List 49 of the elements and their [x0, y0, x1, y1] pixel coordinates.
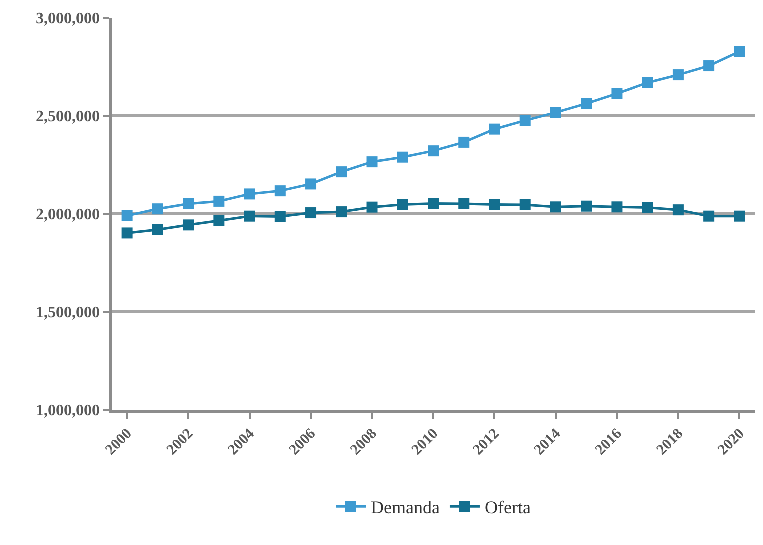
point — [581, 200, 592, 212]
point — [122, 228, 133, 239]
point — [183, 220, 194, 231]
point — [306, 208, 317, 219]
legend-label: Oferta — [484, 498, 531, 518]
point — [520, 199, 531, 210]
legend-label: Demanda — [371, 498, 440, 518]
point — [152, 224, 164, 236]
y-tick-label: 1,500,000 — [36, 304, 100, 322]
y-tick-label: 2,000,000 — [36, 206, 100, 224]
point — [428, 146, 439, 157]
point — [612, 88, 623, 100]
point — [214, 196, 225, 207]
point — [704, 210, 715, 222]
y-tick-label: 3,000,000 — [36, 10, 100, 28]
point — [214, 215, 225, 226]
point — [642, 77, 654, 88]
point — [397, 199, 408, 210]
point — [366, 202, 378, 213]
point — [274, 211, 286, 222]
point — [489, 199, 500, 210]
point — [550, 107, 562, 118]
point — [274, 186, 286, 197]
point — [244, 210, 256, 222]
point — [458, 198, 470, 210]
point — [672, 70, 684, 81]
point — [734, 46, 746, 58]
point — [122, 210, 133, 222]
point — [642, 202, 654, 214]
point — [612, 202, 623, 213]
point — [306, 178, 317, 190]
point — [550, 202, 562, 213]
point — [458, 136, 470, 148]
point — [520, 115, 531, 126]
point — [734, 210, 746, 222]
point — [152, 204, 164, 215]
point — [336, 206, 348, 218]
point — [704, 60, 715, 72]
point — [672, 204, 684, 216]
point — [397, 152, 408, 163]
point — [244, 188, 256, 200]
point — [489, 124, 500, 135]
point — [336, 166, 348, 178]
y-tick-label: 1,000,000 — [36, 402, 100, 420]
point — [366, 156, 378, 168]
y-tick-label: 2,500,000 — [36, 108, 100, 126]
point — [183, 198, 194, 210]
point — [581, 98, 592, 110]
point — [428, 198, 439, 210]
